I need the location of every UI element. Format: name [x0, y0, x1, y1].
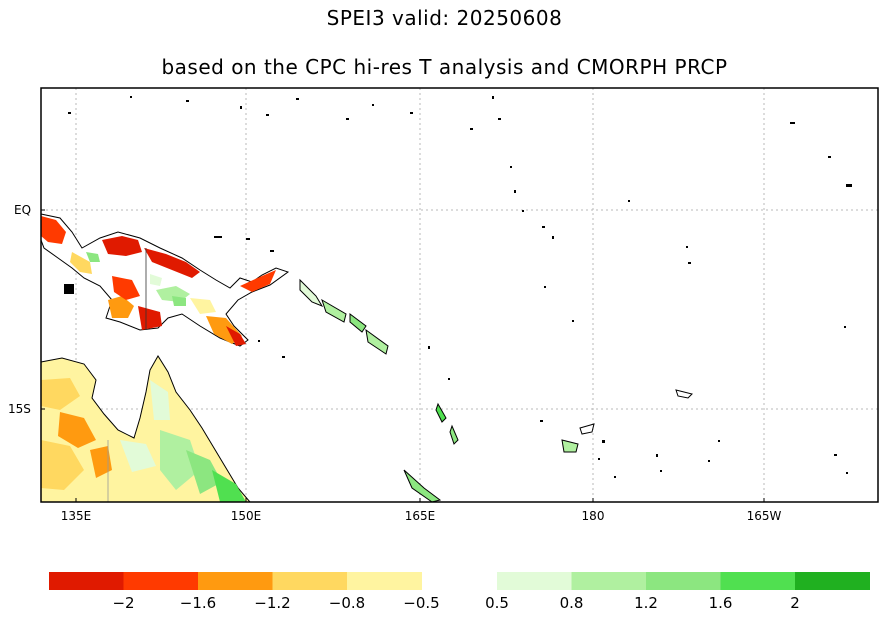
- legend-swatch: [497, 572, 572, 590]
- legend-label: −0.5: [403, 594, 440, 612]
- pacific-islands: [299, 278, 693, 503]
- legend-label: 0.5: [485, 594, 509, 612]
- legend-label: −1.2: [254, 594, 291, 612]
- map-title: SPEI3 valid: 20250608: [326, 6, 563, 30]
- legend-label: 1.2: [634, 594, 658, 612]
- axis-ticks: [41, 209, 765, 502]
- map-border: [40, 87, 879, 503]
- lon-label-165e: 165E: [404, 509, 436, 523]
- australia: [40, 355, 252, 503]
- legend-label: 2: [790, 594, 800, 612]
- legend-swatch: [198, 572, 273, 590]
- lon-label-165w: 165W: [746, 509, 782, 523]
- map-subtitle: based on the CPC hi-res T analysis and C…: [161, 55, 728, 79]
- legend-colorbar: [49, 572, 870, 590]
- legend-label: 1.6: [708, 594, 733, 612]
- lon-label-135e: 135E: [60, 509, 92, 523]
- legend-label: −0.8: [328, 594, 366, 612]
- legend-swatch: [347, 572, 422, 590]
- legend-label: 0.8: [559, 594, 584, 612]
- legend-swatch: [646, 572, 721, 590]
- legend-label: −1.6: [179, 594, 217, 612]
- lon-label-150e: 150E: [230, 509, 262, 523]
- legend-label: −2: [112, 594, 135, 612]
- legend-swatch: [720, 572, 796, 590]
- lon-label-180: 180: [581, 509, 605, 523]
- legend-swatch: [795, 572, 870, 590]
- new-guinea: [40, 213, 290, 347]
- legend-swatch: [49, 572, 124, 590]
- lat-label-eq: EQ: [14, 203, 32, 217]
- legend-swatch: [123, 572, 199, 590]
- legend-swatch: [272, 572, 348, 590]
- small-islands: [64, 96, 852, 478]
- legend-swatch: [571, 572, 647, 590]
- lat-label-15s: 15S: [8, 402, 31, 416]
